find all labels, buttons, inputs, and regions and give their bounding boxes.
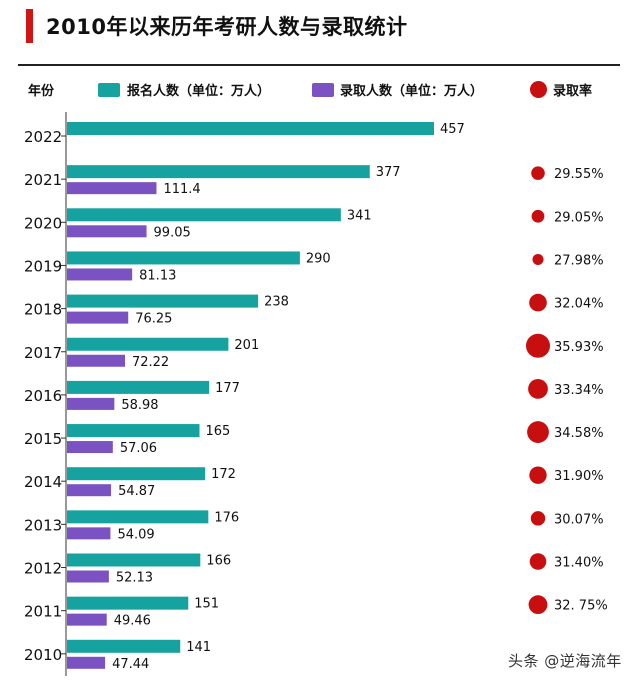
rate-label: 27.98%: [554, 253, 604, 268]
rate-bubble: [531, 166, 545, 180]
rate-label: 32.04%: [554, 297, 604, 312]
rate-bubble: [528, 595, 548, 615]
rate-label: 29.55%: [554, 167, 604, 182]
bar-admitted: [67, 397, 115, 410]
bar-applicants: [67, 467, 206, 481]
rate-label: 31.90%: [554, 469, 604, 484]
value-label-applicants: 151: [194, 597, 219, 612]
year-label: 2020: [24, 214, 62, 232]
year-label: 2017: [24, 344, 62, 362]
bar-admitted: [67, 656, 106, 669]
value-label-applicants: 166: [206, 554, 231, 569]
rate-bubble: [530, 511, 546, 526]
bar-applicants: [67, 294, 259, 308]
title-divider: [18, 64, 620, 66]
value-label-admitted: 54.09: [117, 527, 154, 542]
rate-bubble: [529, 553, 547, 570]
bar-admitted: [67, 527, 111, 540]
bar-admitted: [67, 354, 125, 367]
value-label-applicants: 238: [264, 295, 289, 310]
rate-label: 29.05%: [554, 210, 604, 225]
value-label-applicants: 176: [214, 510, 239, 525]
legend-year-header: 年份: [28, 84, 55, 99]
bar-admitted: [67, 441, 113, 454]
year-label: 2022: [24, 128, 62, 146]
bar-admitted: [67, 570, 109, 583]
year-label: 2012: [24, 560, 62, 578]
title-accent-bar: [26, 9, 33, 43]
bar-admitted: [67, 613, 107, 626]
value-label-applicants: 290: [306, 251, 331, 266]
value-label-admitted: 52.13: [116, 571, 153, 586]
year-label: 2015: [24, 430, 62, 448]
rate-label: 35.93%: [554, 340, 604, 355]
year-label: 2019: [24, 257, 62, 275]
rate-bubble: [526, 333, 550, 358]
year-label: 2016: [24, 387, 62, 405]
bar-applicants: [67, 251, 300, 265]
rate-label: 32. 75%: [554, 599, 608, 614]
bar-applicants: [67, 122, 434, 135]
bar-admitted: [67, 268, 133, 281]
bar-admitted: [67, 484, 112, 497]
bar-applicants: [67, 380, 210, 394]
value-label-applicants: 177: [215, 381, 240, 396]
rate-bubble: [529, 466, 547, 484]
bar-admitted: [67, 225, 147, 238]
bar-applicants: [67, 165, 370, 179]
legend-applicants-swatch: [98, 83, 120, 97]
value-label-admitted: 47.44: [112, 657, 149, 672]
bar-applicants: [67, 639, 181, 653]
value-label-admitted: 76.25: [135, 312, 172, 327]
year-label: 2010: [24, 646, 62, 664]
bar-applicants: [67, 596, 189, 610]
value-label-admitted: 72.22: [132, 355, 169, 370]
value-label-admitted: 111.4: [163, 182, 200, 197]
value-label-applicants: 377: [376, 165, 401, 180]
value-label-applicants: 457: [440, 122, 465, 137]
value-label-admitted: 81.13: [139, 268, 176, 283]
value-label-admitted: 99.05: [154, 225, 191, 240]
value-label-admitted: 58.98: [121, 398, 158, 413]
rate-bubble: [527, 421, 549, 443]
rate-label: 33.34%: [554, 383, 604, 398]
watermark: 头条 @逆海流年: [508, 652, 622, 670]
bar-applicants: [67, 208, 341, 222]
value-label-admitted: 57.06: [120, 441, 157, 456]
rate-label: 30.07%: [554, 512, 604, 527]
legend-rate-dot: [530, 81, 547, 98]
year-label: 2013: [24, 516, 62, 534]
year-label: 2018: [24, 301, 62, 319]
value-label-applicants: 141: [186, 640, 211, 655]
value-label-admitted: 54.87: [118, 484, 155, 499]
year-label: 2011: [24, 603, 62, 621]
rate-bubble: [532, 253, 544, 265]
value-label-admitted: 49.46: [114, 614, 151, 629]
chart-title: 2010年以来历年考研人数与录取统计: [46, 15, 408, 39]
legend-applicants-label: 报名人数（单位：万人）: [127, 84, 271, 99]
year-label: 2021: [24, 171, 62, 189]
value-label-applicants: 341: [347, 208, 372, 223]
bar-applicants: [67, 337, 229, 351]
year-label: 2014: [24, 473, 62, 491]
value-label-applicants: 172: [211, 467, 236, 482]
bar-admitted: [67, 311, 129, 324]
rate-bubble: [528, 379, 548, 399]
bar-applicants: [67, 510, 209, 524]
legend-rate-label: 录取率: [553, 84, 593, 99]
value-label-applicants: 165: [206, 424, 231, 439]
rate-bubble: [529, 293, 547, 312]
bar-admitted: [67, 182, 157, 195]
value-label-applicants: 201: [234, 338, 259, 353]
legend-admitted-label: 录取人数（单位：万人）: [340, 84, 484, 99]
rate-label: 31.40%: [554, 556, 604, 571]
bar-applicants: [67, 424, 200, 438]
bar-applicants: [67, 553, 201, 567]
rate-bubble: [531, 209, 545, 223]
rate-label: 34.58%: [554, 426, 604, 441]
legend-admitted-swatch: [312, 83, 334, 97]
